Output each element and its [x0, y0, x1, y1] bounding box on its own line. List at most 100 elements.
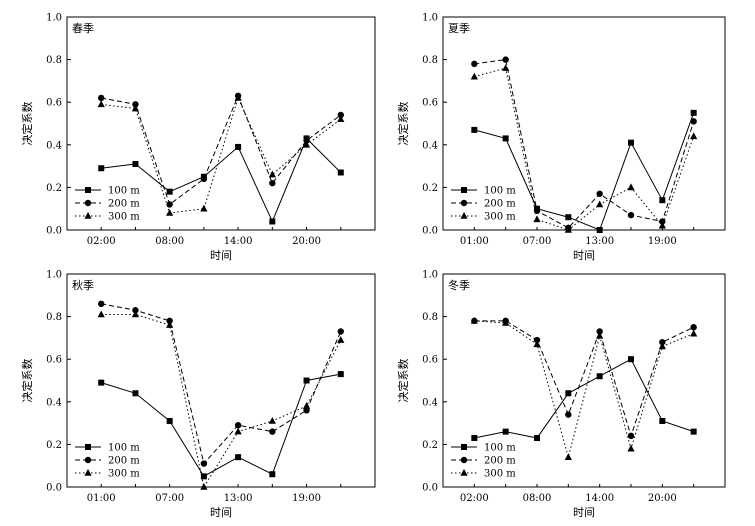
y-tick-label: 0.8	[46, 312, 62, 323]
series-line-1	[101, 373, 341, 478]
data-point	[337, 111, 344, 119]
data-point	[690, 428, 697, 435]
data-point	[690, 324, 697, 331]
data-point	[166, 201, 173, 208]
data-point	[337, 371, 344, 378]
data-point	[471, 60, 478, 68]
legend-marker	[461, 444, 467, 450]
panel-title: 夏季	[448, 22, 470, 35]
x-tick-label: 20:00	[292, 236, 321, 247]
data-point	[596, 328, 603, 335]
data-point	[596, 200, 604, 208]
data-point	[658, 342, 666, 350]
y-tick-label: 0.4	[422, 397, 438, 408]
data-point	[502, 428, 509, 435]
legend-label: 100 m	[484, 186, 516, 197]
x-tick-label: 19:00	[292, 493, 321, 504]
data-point	[659, 197, 666, 204]
data-point	[234, 422, 242, 429]
plot-frame	[66, 273, 376, 488]
panel-title: 冬季	[448, 278, 470, 292]
x-tick-label: 19:00	[648, 236, 677, 247]
data-point	[470, 72, 478, 80]
data-point	[200, 204, 208, 212]
data-point	[131, 310, 140, 318]
data-point	[659, 218, 666, 225]
x-tick-label: 01:00	[460, 236, 489, 247]
data-point	[690, 118, 697, 125]
chart-panel-1: 0.0 0.2 0.4 0.6 0.8 1.0 02:00 08:00 14:00 20:00 时间…	[20, 13, 376, 262]
data-point	[302, 140, 311, 148]
legend-label: 100 m	[108, 443, 140, 454]
x-tick-label: 07:00	[155, 493, 184, 504]
x-axis-label: 时间	[573, 506, 595, 519]
y-tick-label: 0.8	[46, 55, 62, 66]
legend-label: 200 m	[108, 456, 140, 467]
legend-label: 300 m	[484, 212, 516, 223]
data-point	[596, 190, 603, 197]
legend-marker	[460, 456, 468, 464]
x-tick-label: 02:00	[460, 493, 489, 504]
data-point	[268, 416, 276, 424]
legend-marker	[84, 456, 92, 464]
data-point	[659, 417, 666, 424]
data-point	[302, 402, 311, 409]
y-tick-label: 0.6	[46, 98, 62, 109]
y-axis-label: 决定系数	[20, 102, 34, 146]
data-point	[269, 179, 276, 187]
x-tick-label: 13:00	[585, 236, 614, 247]
series-line-2	[101, 94, 342, 206]
panel-title: 秋季	[72, 278, 94, 292]
x-tick-label: 13:00	[224, 493, 253, 504]
y-axis-label: 决定系数	[396, 359, 410, 403]
y-tick-label: 0.0	[422, 483, 438, 494]
legend-marker	[460, 212, 468, 219]
legend-label: 200 m	[108, 199, 140, 210]
x-tick-label: 14:00	[585, 493, 614, 504]
data-point	[234, 93, 242, 101]
y-tick-label: 0.6	[422, 355, 438, 366]
chart-panel-4: 0.0 0.2 0.4 0.6 0.8 1.0 02:00 08:00 14:00 20:00 时间…	[396, 270, 726, 519]
data-point	[690, 329, 698, 337]
y-tick-label: 0.6	[422, 98, 438, 109]
data-point	[132, 101, 139, 108]
data-point	[166, 317, 173, 325]
data-point	[690, 109, 697, 116]
x-axis-label: 时间	[210, 249, 232, 262]
data-point	[166, 188, 173, 195]
y-tick-label: 0.0	[422, 226, 438, 237]
y-tick-label: 0.4	[46, 397, 62, 408]
data-point	[502, 64, 510, 71]
legend-label: 300 m	[108, 469, 140, 480]
data-point	[533, 207, 541, 215]
data-point	[337, 115, 345, 123]
data-point	[132, 390, 139, 397]
x-axis-label: 时间	[573, 249, 595, 262]
chart-panel-3: 0.0 0.2 0.4 0.6 0.8 1.0 01:00 07:00 13:00 19:00 时间…	[20, 270, 376, 519]
data-point	[533, 336, 541, 344]
series-line-3	[474, 320, 694, 460]
data-point	[268, 170, 276, 178]
data-point	[658, 221, 666, 229]
data-point	[235, 454, 242, 461]
data-point	[269, 428, 276, 435]
legend-marker	[84, 469, 92, 476]
data-point	[166, 321, 174, 328]
data-point	[627, 183, 635, 191]
panel-title: 春季	[72, 22, 94, 35]
data-point	[132, 307, 139, 314]
y-tick-label: 1.0	[422, 13, 438, 24]
plot-frame	[442, 273, 726, 488]
x-tick-label: 08:00	[523, 493, 552, 504]
data-point	[97, 310, 105, 318]
chart-panel-2: 0.0 0.2 0.4 0.6 0.8 1.0 01:00 07:00 13:00 19:00 时间…	[396, 13, 726, 262]
data-point	[502, 56, 509, 63]
data-point	[234, 427, 242, 435]
data-point	[337, 336, 345, 343]
y-tick-label: 0.0	[46, 226, 62, 237]
y-tick-label: 0.0	[46, 483, 62, 494]
legend-marker	[84, 199, 92, 207]
series-line-2	[101, 303, 342, 465]
y-tick-label: 0.4	[46, 140, 62, 151]
data-point	[627, 211, 635, 219]
